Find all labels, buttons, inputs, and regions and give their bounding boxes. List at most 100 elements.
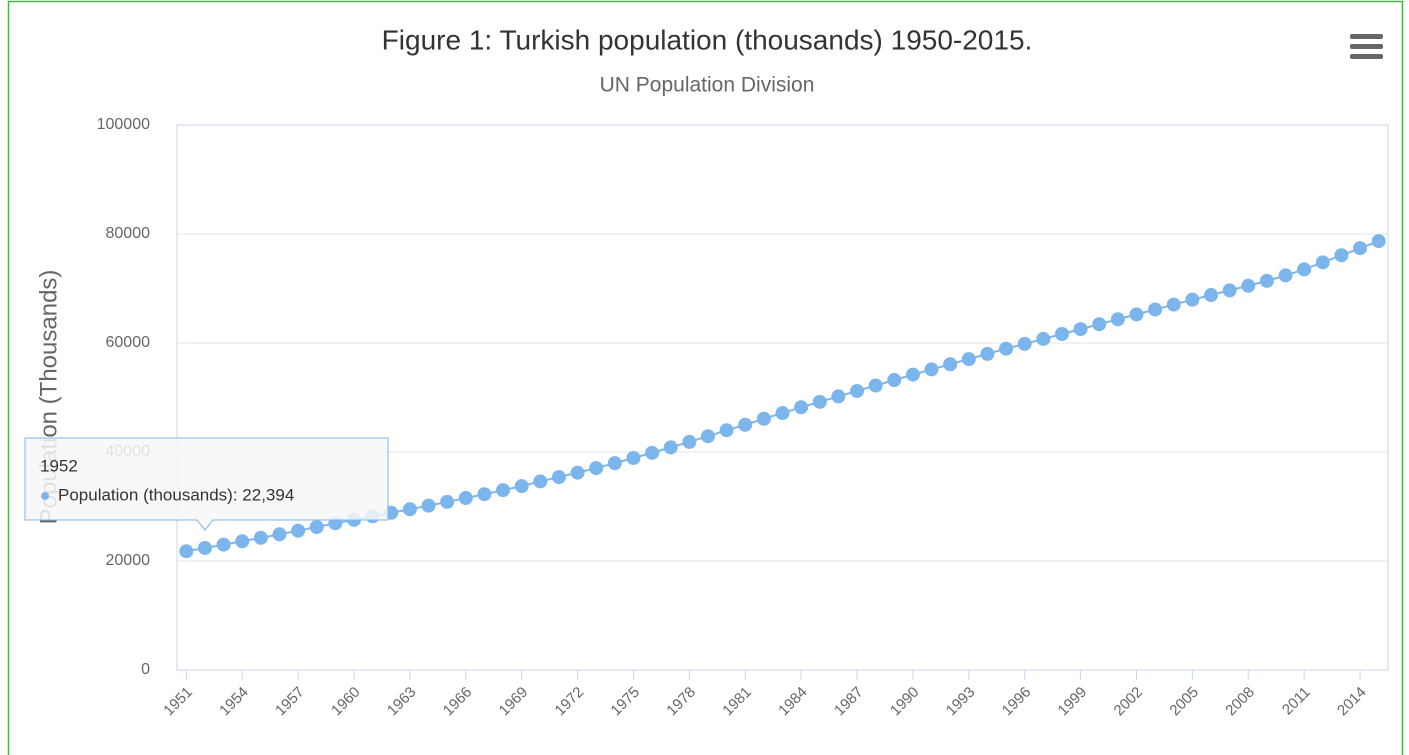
- data-point: [291, 523, 306, 538]
- data-point: [868, 378, 883, 393]
- data-point: [570, 465, 585, 480]
- data-point: [812, 394, 827, 409]
- data-point: [719, 423, 734, 438]
- data-point: [1241, 278, 1256, 293]
- data-point: [1054, 327, 1069, 342]
- data-point: [402, 502, 417, 517]
- data-point: [794, 400, 809, 415]
- data-point: [421, 498, 436, 513]
- x-tick-label: 1984: [775, 684, 811, 720]
- x-tick-label: 1957: [272, 684, 308, 720]
- tooltip-text: Population (thousands): 22,394: [58, 485, 294, 504]
- x-tick-label: 1981: [719, 684, 755, 720]
- data-point: [197, 540, 212, 555]
- x-tick-label: 2014: [1334, 684, 1370, 720]
- data-point: [1278, 268, 1293, 283]
- menu-bar[interactable]: [1350, 54, 1383, 59]
- data-point: [1334, 248, 1349, 263]
- data-point: [1297, 262, 1312, 277]
- data-point: [1017, 336, 1032, 351]
- data-point: [309, 519, 324, 534]
- data-point: [179, 544, 194, 559]
- data-point: [924, 362, 939, 377]
- x-tick-label: 1996: [999, 684, 1035, 720]
- data-point: [514, 479, 529, 494]
- data-point: [458, 491, 473, 506]
- data-point: [1259, 273, 1274, 288]
- data-point: [961, 352, 976, 367]
- plot-border: [176, 124, 1389, 671]
- data-point: [663, 440, 678, 455]
- data-point: [1148, 302, 1163, 317]
- data-point: [477, 487, 492, 502]
- x-tick-label: 1972: [552, 684, 588, 720]
- tooltip: 1952 Population (thousands): 22,394: [24, 437, 389, 531]
- data-point: [775, 406, 790, 421]
- x-tick-label: 1999: [1055, 684, 1091, 720]
- x-tick-label: 2005: [1166, 684, 1202, 720]
- data-point: [999, 341, 1014, 356]
- chart-title: Figure 1: Turkish population (thousands)…: [382, 24, 1033, 55]
- x-tick-label: 1969: [496, 684, 532, 720]
- x-tick-label: 1993: [943, 684, 979, 720]
- data-point: [216, 537, 231, 552]
- x-tick-label: 1966: [440, 684, 476, 720]
- y-tick-label: 20000: [106, 552, 151, 569]
- y-tick-label: 80000: [106, 225, 151, 242]
- data-point: [850, 383, 865, 398]
- data-point: [1204, 288, 1219, 303]
- data-point: [589, 461, 604, 476]
- data-point: [1315, 255, 1330, 270]
- x-tick-label: 1954: [216, 684, 252, 720]
- data-point: [905, 367, 920, 382]
- x-tick-label: 1960: [328, 684, 364, 720]
- data-point: [645, 445, 660, 460]
- data-point: [1371, 234, 1386, 249]
- data-point: [887, 373, 902, 388]
- data-point: [682, 434, 697, 449]
- data-point: [1073, 322, 1088, 337]
- data-point: [943, 357, 958, 372]
- data-point: [1129, 307, 1144, 322]
- data-point: [626, 450, 641, 465]
- data-point: [756, 411, 771, 426]
- data-point: [831, 389, 846, 404]
- data-point: [1092, 317, 1107, 332]
- chart-subtitle: UN Population Division: [600, 74, 815, 97]
- x-tick-label: 1990: [887, 684, 923, 720]
- x-tick-label: 1975: [607, 684, 643, 720]
- x-tick-label: 1963: [384, 684, 420, 720]
- data-point: [1110, 312, 1125, 327]
- y-tick-label: 100000: [97, 116, 150, 133]
- data-point: [551, 470, 566, 485]
- y-tick-label: 0: [141, 661, 150, 678]
- data-point: [1166, 297, 1181, 312]
- tooltip-box: [24, 437, 389, 531]
- menu-bar[interactable]: [1350, 44, 1383, 49]
- tooltip-title: 1952: [40, 456, 78, 475]
- data-point: [1222, 283, 1237, 298]
- data-point: [496, 483, 511, 498]
- x-tick-label: 1951: [160, 684, 196, 720]
- x-tick-label: 2002: [1110, 684, 1146, 720]
- data-point: [607, 456, 622, 471]
- data-point: [1353, 241, 1368, 256]
- data-point: [440, 494, 455, 509]
- menu-bar[interactable]: [1350, 34, 1383, 39]
- x-tick-label: 2011: [1279, 684, 1314, 719]
- data-point: [1036, 331, 1051, 346]
- y-tick-label: 60000: [106, 334, 151, 351]
- data-point: [1185, 292, 1200, 307]
- data-point: [253, 530, 268, 545]
- frame: [7, 0, 1404, 755]
- x-tick-label: 2008: [1222, 684, 1258, 720]
- data-point: [235, 534, 250, 549]
- tooltip-marker: [41, 491, 49, 500]
- x-tick-label: 1987: [831, 684, 867, 720]
- data-point: [980, 346, 995, 361]
- data-point: [272, 527, 287, 542]
- data-point: [738, 417, 753, 432]
- menu-button[interactable]: [1350, 34, 1383, 59]
- data-point: [533, 474, 548, 489]
